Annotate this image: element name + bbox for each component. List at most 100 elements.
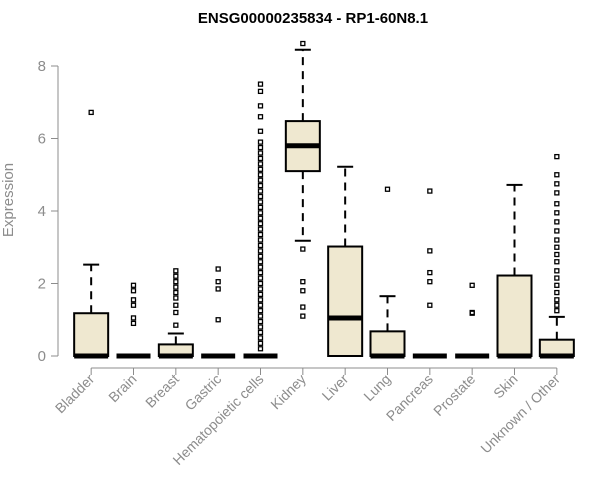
- outlier-point: [554, 237, 560, 243]
- outlier-point: [257, 128, 264, 134]
- outlier-point: [257, 286, 264, 292]
- x-tick-label: Kidney: [267, 371, 309, 413]
- box-iqr: [496, 274, 533, 357]
- outlier-point: [300, 40, 306, 47]
- x-tick-label: Bladder: [52, 371, 98, 417]
- box-iqr: [327, 245, 364, 357]
- box-pancreas: [412, 188, 447, 359]
- outlier-point: [257, 340, 264, 346]
- outlier-point: [257, 210, 264, 216]
- outlier-point: [173, 289, 179, 296]
- outlier-point: [173, 322, 179, 328]
- outlier-point: [554, 259, 560, 265]
- outlier-point: [257, 324, 264, 330]
- box-hematopoietic-cells: [243, 81, 278, 359]
- outlier-point: [173, 302, 179, 308]
- outlier-point: [257, 188, 264, 194]
- outlier-point: [257, 297, 264, 303]
- outlier-point: [130, 288, 137, 294]
- outlier-point: [215, 317, 221, 323]
- outlier-point: [257, 193, 264, 200]
- outlier-point: [130, 282, 137, 288]
- outlier-point: [257, 329, 264, 336]
- y-tick-label: 6: [38, 131, 46, 148]
- outlier-point: [554, 228, 560, 234]
- outlier-point: [215, 266, 221, 272]
- y-tick-label: 8: [38, 58, 46, 75]
- x-tick-label: Prostate: [430, 371, 478, 419]
- outlier-point: [300, 246, 306, 252]
- box-lung: [369, 186, 406, 359]
- outlier-point: [554, 308, 560, 314]
- outlier-point: [257, 221, 264, 227]
- outlier-point: [554, 210, 560, 216]
- y-tick-label: 2: [38, 276, 46, 293]
- outlier-point: [257, 172, 264, 178]
- outlier-point: [257, 308, 264, 314]
- outlier-point: [130, 315, 137, 321]
- x-tick-label: Brain: [105, 371, 139, 405]
- outlier-point: [554, 153, 560, 160]
- box-unknown-other: [538, 153, 575, 359]
- outlier-point: [130, 302, 137, 308]
- outlier-point: [554, 201, 560, 207]
- outlier-point: [130, 297, 137, 303]
- outlier-point: [257, 182, 264, 189]
- outlier-point: [427, 269, 433, 276]
- outlier-point: [257, 144, 264, 151]
- y-tick-label: 0: [38, 348, 46, 365]
- outlier-point: [554, 181, 560, 187]
- outlier-point: [257, 199, 264, 205]
- y-axis-label: Expression: [0, 163, 17, 237]
- outlier-point: [554, 251, 560, 258]
- outlier-point: [257, 177, 264, 183]
- outlier-point: [173, 309, 179, 316]
- outlier-point: [257, 275, 264, 281]
- outlier-point: [257, 81, 264, 87]
- outlier-point: [257, 166, 264, 172]
- box-prostate: [455, 282, 490, 359]
- outlier-point: [257, 280, 264, 287]
- outlier-point: [257, 264, 264, 270]
- box-iqr: [73, 312, 110, 358]
- box-breast: [157, 268, 194, 359]
- outlier-point: [257, 155, 264, 162]
- outlier-point: [257, 103, 264, 109]
- outlier-point: [427, 302, 433, 308]
- outlier-point: [257, 291, 264, 298]
- outlier-point: [173, 284, 179, 290]
- outlier-point: [173, 268, 179, 274]
- x-tick-label: Breast: [142, 371, 182, 411]
- outlier-point: [257, 226, 264, 232]
- box-bladder: [73, 109, 110, 359]
- outlier-point: [215, 279, 221, 285]
- outlier-point: [257, 346, 264, 352]
- outlier-point: [427, 188, 433, 194]
- outlier-point: [554, 268, 560, 274]
- chart-title: ENSG00000235834 - RP1-60N8.1: [198, 10, 428, 27]
- outlier-point: [257, 161, 264, 167]
- boxes-group: [73, 40, 575, 359]
- outlier-point: [257, 318, 264, 325]
- outlier-point: [257, 231, 264, 238]
- outlier-point: [469, 282, 475, 288]
- outlier-point: [257, 139, 264, 145]
- outlier-point: [554, 289, 560, 296]
- outlier-point: [554, 219, 560, 225]
- outlier-point: [554, 297, 560, 303]
- outlier-point: [257, 269, 264, 276]
- outlier-point: [257, 88, 264, 95]
- outlier-point: [257, 253, 264, 259]
- outlier-point: [427, 279, 433, 285]
- x-tick-label: Skin: [490, 371, 521, 402]
- outlier-point: [554, 190, 560, 196]
- outlier-point: [173, 279, 179, 285]
- outlier-point: [427, 248, 433, 254]
- outlier-point: [130, 320, 137, 327]
- outlier-point: [469, 309, 475, 316]
- x-tick-label: Pancreas: [383, 371, 436, 424]
- outlier-point: [257, 237, 264, 243]
- box-kidney: [284, 40, 321, 319]
